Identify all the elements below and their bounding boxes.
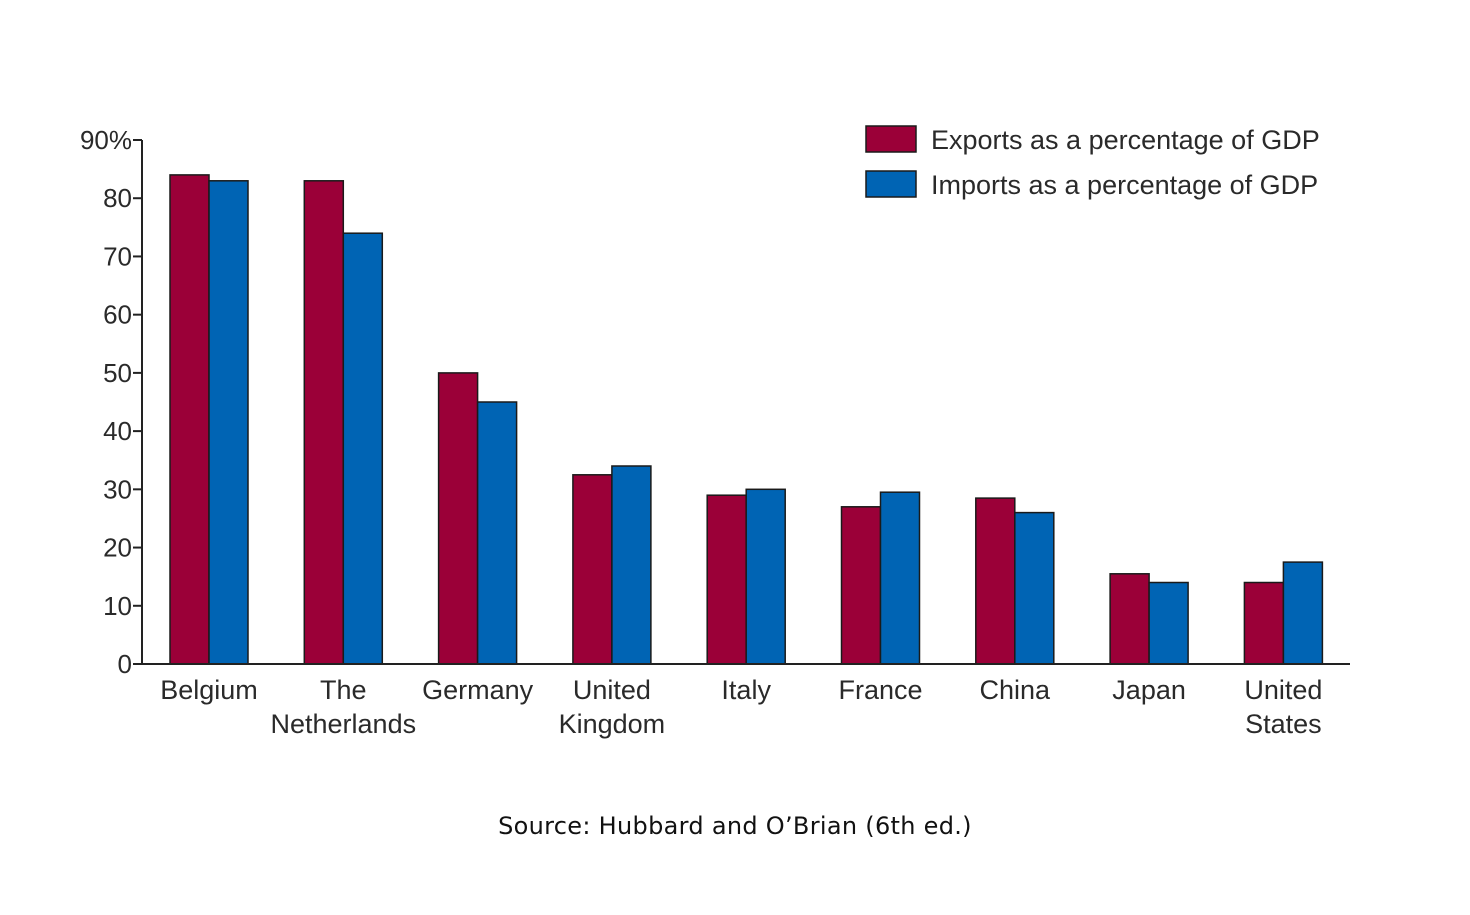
bar-exports-7 xyxy=(1109,573,1150,665)
x-tick-label-line: Japan xyxy=(1112,675,1186,705)
source-caption: Source: Hubbard and O’Brian (6th ed.) xyxy=(498,812,972,840)
bar-exports-8 xyxy=(1243,581,1285,665)
x-tick-label-line: Belgium xyxy=(160,675,258,705)
bar-imports-0 xyxy=(208,180,249,665)
x-tick-label: The Netherlands xyxy=(271,675,417,739)
x-tick-label-line: Netherlands xyxy=(271,709,417,739)
bar-exports-5 xyxy=(840,506,882,665)
y-tick-label: 60 xyxy=(103,300,132,330)
y-tick-label: 70 xyxy=(103,241,132,271)
x-tick-label: Germany xyxy=(422,675,534,705)
bar-exports-4 xyxy=(706,494,747,665)
x-tick-label-line: Germany xyxy=(422,675,534,705)
legend-label-imports: Imports as a percentage of GDP xyxy=(931,170,1318,200)
x-tick-label-line: States xyxy=(1245,709,1322,739)
legend-swatch-exports xyxy=(865,125,917,153)
x-tick-label-line: Italy xyxy=(721,675,771,705)
y-tick-label: 0 xyxy=(118,649,132,679)
bar-imports-1 xyxy=(342,232,384,665)
bar-exports-2 xyxy=(437,372,479,665)
y-tick-label: 20 xyxy=(103,533,132,563)
x-tick-label: Italy xyxy=(721,675,771,705)
y-tick-label: 40 xyxy=(103,416,132,446)
x-tick-label: Belgium xyxy=(160,675,258,705)
x-tick-label: Japan xyxy=(1112,675,1186,705)
bar-exports-6 xyxy=(975,497,1016,665)
bar-imports-5 xyxy=(879,491,921,665)
legend-label-exports: Exports as a percentage of GDP xyxy=(931,125,1320,155)
bar-exports-1 xyxy=(303,180,345,665)
x-tick-label: United States xyxy=(1244,675,1322,739)
y-tick-label: 50 xyxy=(103,358,132,388)
x-tick-label-line: The xyxy=(320,675,367,705)
x-tick-label-line: Kingdom xyxy=(559,709,666,739)
legend-swatch-imports xyxy=(865,170,917,198)
x-tick-label: China xyxy=(980,675,1052,705)
bar-imports-4 xyxy=(745,488,786,665)
y-tick-label: 30 xyxy=(103,474,132,504)
x-tick-label-line: France xyxy=(838,675,922,705)
y-tick-label: 90% xyxy=(80,125,132,155)
y-tick-label: 80 xyxy=(103,183,132,213)
axes xyxy=(141,140,1350,665)
x-tick-label-line: China xyxy=(980,675,1052,705)
x-tick-label-line: United xyxy=(1244,675,1322,705)
bar-imports-6 xyxy=(1014,511,1055,665)
bar-imports-3 xyxy=(611,465,652,665)
bar-exports-0 xyxy=(169,174,210,665)
bar-imports-8 xyxy=(1282,561,1324,665)
x-tick-label: France xyxy=(838,675,922,705)
y-axis-ticks: 0 10 20 30 40 50 60 70 80 90% xyxy=(80,125,142,679)
y-tick-label: 10 xyxy=(103,591,132,621)
bars xyxy=(169,174,1324,665)
bar-imports-2 xyxy=(476,401,518,665)
x-tick-label-line: United xyxy=(573,675,651,705)
bar-imports-7 xyxy=(1148,581,1189,665)
bar-exports-3 xyxy=(572,474,613,665)
x-tick-label: United Kingdom xyxy=(559,675,666,739)
legend: Exports as a percentage of GDP Imports as… xyxy=(865,125,1320,200)
